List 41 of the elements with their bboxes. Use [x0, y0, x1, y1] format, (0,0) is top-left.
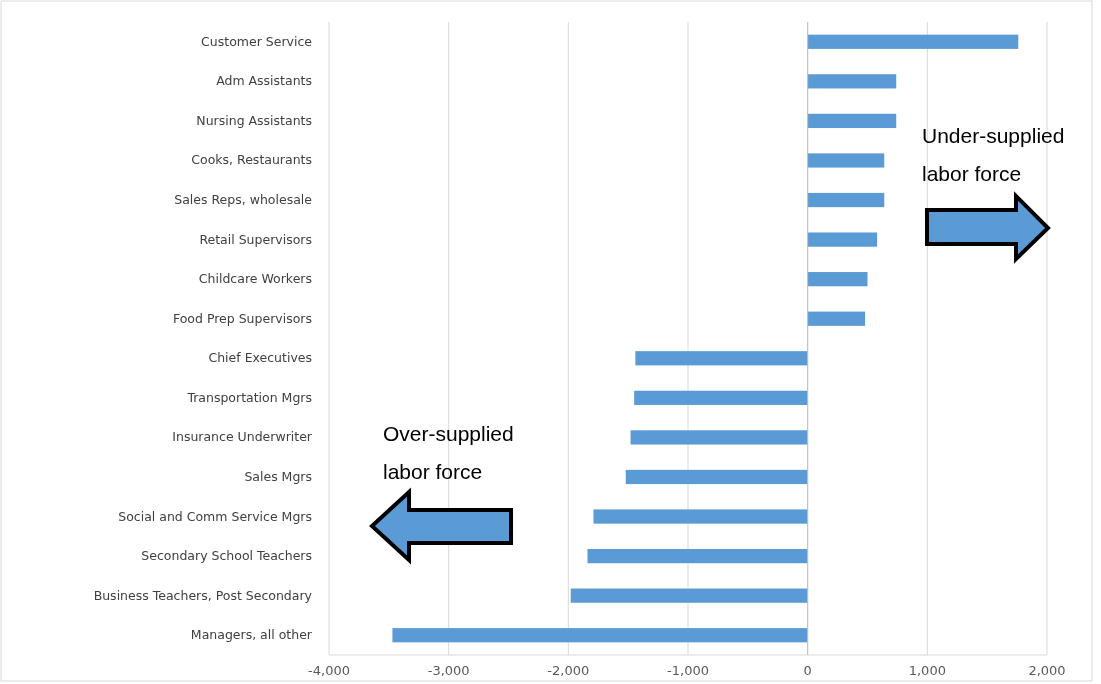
annotation: Under-supplied labor force: [922, 124, 1065, 185]
bar: [625, 469, 808, 485]
y-tick-label: Secondary School Teachers: [141, 548, 312, 564]
x-tick-label: -2,000: [547, 663, 590, 678]
bar: [807, 34, 1019, 49]
y-tick-label: Chief Executives: [208, 350, 312, 366]
x-tick-label: -3,000: [427, 663, 470, 678]
bar: [587, 548, 808, 564]
y-tick-label: Food Prep Supervisors: [172, 310, 312, 326]
y-tick-label: Transportation Mgrs: [186, 389, 312, 405]
y-tick-label: Managers, all other: [190, 627, 313, 643]
y-tick-label: Adm Assistants: [216, 73, 312, 89]
y-tick-label: Nursing Assistants: [196, 112, 312, 128]
bar: [630, 430, 808, 445]
annotation: Over-supplied labor force: [383, 422, 514, 483]
y-tick-label: Customer Service: [201, 33, 313, 49]
bar: [635, 351, 808, 366]
x-tick-label: 0: [803, 663, 812, 678]
bar: [807, 311, 866, 326]
bar: [807, 153, 885, 168]
bar: [392, 628, 808, 643]
y-tick-label: Cooks, Restaurants: [191, 152, 312, 168]
x-tick-label: 1,000: [908, 663, 946, 678]
bar: [807, 113, 897, 129]
bar: [807, 74, 897, 89]
x-tick-label: -1,000: [667, 663, 709, 678]
y-tick-label: Sales Mgrs: [244, 468, 312, 484]
bar: [570, 588, 808, 603]
bar: [807, 232, 878, 247]
y-tick-label: Sales Reps, wholesale: [174, 192, 313, 208]
y-tick-label: Childcare Workers: [198, 271, 312, 287]
y-tick-label: Business Teachers, Post Secondary: [93, 587, 313, 603]
y-tick-label: Social and Comm Service Mgrs: [118, 508, 312, 524]
bar: [593, 509, 808, 524]
y-tick-label: Retail Supervisors: [199, 231, 312, 247]
y-tick-label: Insurance Underwriter: [172, 429, 313, 445]
x-tick-label: 2,000: [1028, 663, 1066, 678]
bar: [634, 390, 808, 405]
bar: [807, 272, 868, 287]
bar: [807, 192, 885, 208]
x-tick-label: -4,000: [308, 663, 350, 678]
